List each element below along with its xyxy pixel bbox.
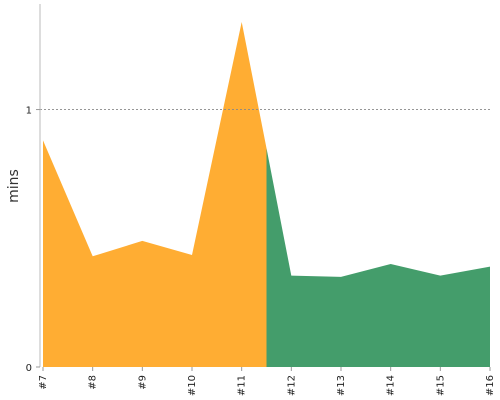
y-ticks: 01 — [26, 106, 40, 374]
x-tick-label: #15 — [435, 375, 446, 396]
area-series-1 — [43, 22, 267, 367]
y-axis-label: mins — [6, 169, 22, 203]
x-tick-label: #8 — [88, 375, 99, 390]
x-tick-label: #10 — [187, 375, 198, 396]
x-tick-label: #7 — [38, 375, 49, 390]
area-series-2 — [266, 148, 490, 367]
x-tick-label: #14 — [386, 375, 397, 396]
y-tick-label: 0 — [26, 363, 32, 374]
x-tick-label: #16 — [485, 375, 496, 396]
x-tick-label: #11 — [237, 375, 248, 396]
x-tick-label: #12 — [286, 375, 297, 396]
y-tick-label: 1 — [26, 106, 32, 117]
x-tick-label: #9 — [137, 375, 148, 390]
plot-areas — [43, 22, 490, 367]
x-tick-label: #13 — [336, 375, 347, 396]
x-ticks: #7 #8 #9 #10 #11 #12 #13 #14 #15 #16 — [38, 367, 496, 396]
